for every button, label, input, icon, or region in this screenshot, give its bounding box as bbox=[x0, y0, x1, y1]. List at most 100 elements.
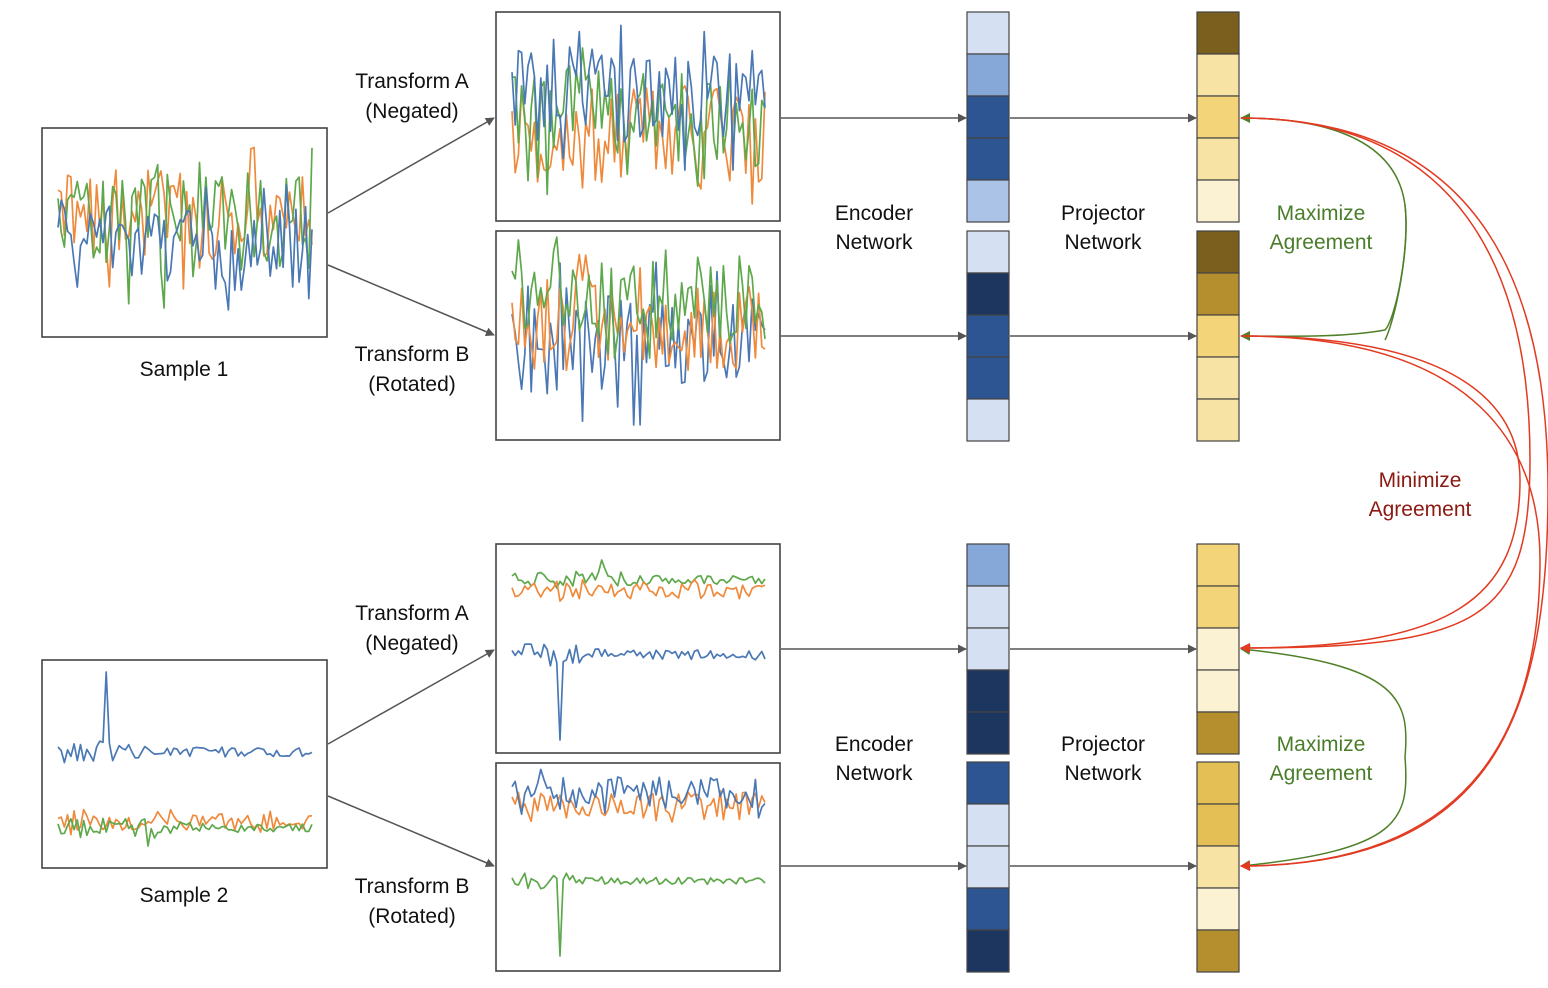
embedding-cell bbox=[1196, 627, 1240, 671]
s2-view-a-series-blue bbox=[511, 643, 766, 741]
arrow-sample-2-to-transform-b bbox=[327, 795, 495, 867]
s2-view-a-series-orange bbox=[511, 578, 766, 602]
sample-2-series-green bbox=[57, 817, 313, 847]
s2-view-b-series-blue bbox=[511, 768, 766, 819]
arrow-sample-2-to-transform-a bbox=[327, 649, 495, 745]
s1-view-a-plot bbox=[511, 24, 766, 205]
s1-maximize-label-line2: Agreement bbox=[1270, 231, 1373, 254]
sample-2-label: Sample 2 bbox=[140, 884, 229, 907]
embedding-cell bbox=[966, 761, 1010, 805]
embedding-cell bbox=[966, 179, 1010, 223]
arrow-sample-1-to-transform-a bbox=[327, 117, 495, 214]
s2-view-a-series-green bbox=[511, 559, 766, 589]
minimize-arc-s1b-to-s2b bbox=[1240, 335, 1541, 871]
embedding-cell bbox=[966, 803, 1010, 847]
sample-2-series-orange bbox=[57, 808, 313, 836]
embedding-cell bbox=[966, 11, 1010, 55]
embedding-cell bbox=[1196, 11, 1240, 55]
s2-transform-a-line2: (Negated) bbox=[365, 632, 458, 655]
s2-maximize-label-line2: Agreement bbox=[1270, 762, 1373, 785]
s2-view-a-frame bbox=[495, 543, 781, 754]
s1-a-projector-embedding bbox=[1196, 11, 1240, 223]
embedding-cell bbox=[966, 272, 1010, 316]
s1-view-a-series-blue bbox=[511, 24, 766, 171]
sample-1-label: Sample 1 bbox=[140, 358, 229, 381]
embedding-cell bbox=[1196, 669, 1240, 713]
s2-maximize-label-line1: Maximize bbox=[1277, 733, 1366, 756]
s1-transform-a-line1: Transform A bbox=[355, 70, 469, 93]
s2-b-projector-embedding bbox=[1196, 761, 1240, 973]
embedding-cell bbox=[966, 356, 1010, 400]
s1-maximize-arrow-top bbox=[1240, 113, 1407, 341]
embedding-cell bbox=[1196, 398, 1240, 442]
s2-view-a-plot bbox=[511, 559, 766, 741]
minimize-agreement-group: Minimize Agreement bbox=[1240, 117, 1548, 871]
embedding-cell bbox=[966, 585, 1010, 629]
embedding-cell bbox=[966, 137, 1010, 181]
s1-projector-label-line2: Network bbox=[1064, 231, 1142, 254]
embedding-cell bbox=[966, 929, 1010, 973]
embedding-cell bbox=[1196, 543, 1240, 587]
s1-view-a-series-green bbox=[511, 47, 766, 196]
minimize-arc-s1b-to-s2a bbox=[1240, 335, 1521, 653]
s1-b-projector-embedding bbox=[1196, 230, 1240, 442]
sample-2-group: Sample 2 Transform A (Negated) Transform… bbox=[41, 543, 1407, 973]
embedding-cell bbox=[966, 398, 1010, 442]
embedding-cell bbox=[966, 627, 1010, 671]
s1-view-b-series-orange bbox=[511, 253, 766, 372]
s2-a-encoder-embedding bbox=[966, 543, 1010, 755]
embedding-cell bbox=[966, 314, 1010, 358]
sample-2-plot-frame bbox=[41, 659, 328, 869]
embedding-cell bbox=[966, 53, 1010, 97]
sample-1-plot bbox=[57, 146, 313, 311]
embedding-cell bbox=[1196, 585, 1240, 629]
embedding-cell bbox=[966, 669, 1010, 713]
embedding-cell bbox=[1196, 95, 1240, 139]
s2-transform-b-line1: Transform B bbox=[355, 875, 470, 898]
s2-view-b-series-green bbox=[511, 872, 766, 957]
s1-maximize-label-line1: Maximize bbox=[1277, 202, 1366, 225]
s2-projector-label-line1: Projector bbox=[1061, 733, 1145, 756]
embedding-cell bbox=[966, 95, 1010, 139]
minimize-arc-s1a-to-s2a bbox=[1240, 117, 1531, 653]
sample-1-series-blue bbox=[57, 183, 313, 311]
arrow-sample-1-to-transform-b bbox=[327, 264, 495, 336]
s1-a-encoder-embedding bbox=[966, 11, 1010, 223]
embedding-cell bbox=[1196, 711, 1240, 755]
s1-projector-label-line1: Projector bbox=[1061, 202, 1145, 225]
embedding-cell bbox=[1196, 803, 1240, 847]
embedding-cell bbox=[1196, 53, 1240, 97]
s1-view-b-plot bbox=[511, 236, 766, 426]
s1-transform-b-line1: Transform B bbox=[355, 343, 470, 366]
embedding-cell bbox=[966, 230, 1010, 274]
embedding-cell bbox=[1196, 845, 1240, 889]
s2-a-projector-embedding bbox=[1196, 543, 1240, 755]
s2-maximize-arrow-bottom bbox=[1240, 756, 1407, 871]
sample-2-series-blue bbox=[57, 671, 313, 764]
minimize-label-line2: Agreement bbox=[1369, 498, 1472, 521]
embedding-cell bbox=[966, 887, 1010, 931]
s2-b-encoder-embedding bbox=[966, 761, 1010, 973]
s2-encoder-label-line1: Encoder bbox=[835, 733, 913, 756]
s1-transform-b-line2: (Rotated) bbox=[368, 373, 456, 396]
embedding-cell bbox=[966, 543, 1010, 587]
embedding-cell bbox=[1196, 272, 1240, 316]
s1-maximize-arrow-bottom bbox=[1240, 204, 1407, 342]
minimize-arc-s1a-to-s2b bbox=[1240, 117, 1548, 871]
s2-maximize-arrow-top bbox=[1240, 644, 1407, 758]
sample-2-plot bbox=[57, 671, 313, 847]
s1-b-encoder-embedding bbox=[966, 230, 1010, 442]
s2-encoder-label-line2: Network bbox=[835, 762, 913, 785]
embedding-cell bbox=[966, 711, 1010, 755]
s1-encoder-label-line1: Encoder bbox=[835, 202, 913, 225]
sample-1-group: Sample 1 Transform A (Negated) Transform… bbox=[41, 11, 1407, 442]
embedding-cell bbox=[1196, 179, 1240, 223]
embedding-cell bbox=[1196, 356, 1240, 400]
embedding-cell bbox=[1196, 929, 1240, 973]
s2-transform-b-line2: (Rotated) bbox=[368, 905, 456, 928]
minimize-label-line1: Minimize bbox=[1379, 469, 1462, 492]
s1-encoder-label-line2: Network bbox=[835, 231, 913, 254]
sample-1-series-green bbox=[57, 147, 313, 309]
embedding-cell bbox=[1196, 230, 1240, 274]
